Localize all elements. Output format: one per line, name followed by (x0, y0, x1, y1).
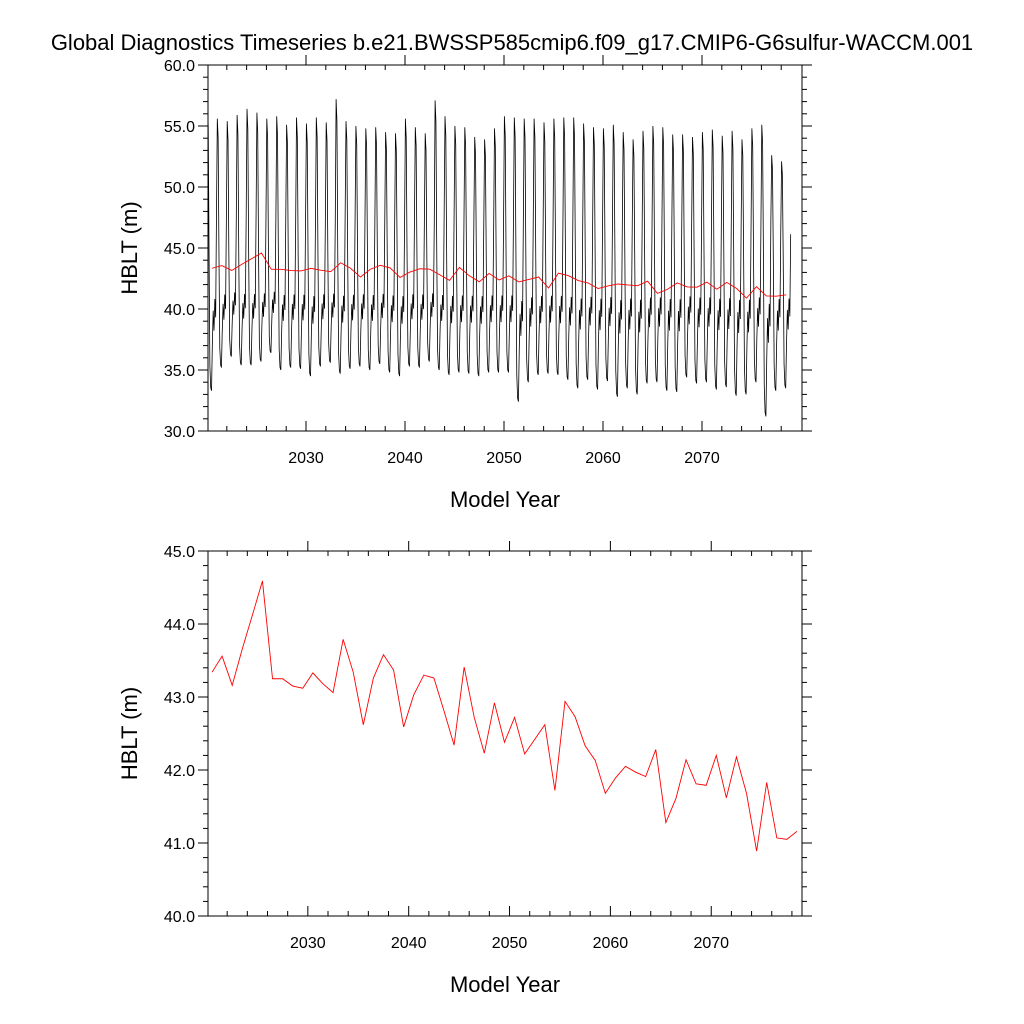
y-tick-label: 40.0 (164, 302, 195, 319)
chart-panel-top: 2030 2040 2050 2060 2070 30.0 35.0 40.0 45.0 50.0… (117, 55, 812, 512)
y-tick-label: 45.0 (164, 544, 195, 561)
y-tick-label: 41.0 (164, 836, 195, 853)
chart-panel-bottom: 2030 2040 2050 2060 2070 40.0 41.0 42.0 43.0 44.0… (117, 541, 812, 997)
y-tick-label: 35.0 (164, 363, 195, 380)
x-tick-label: 2060 (593, 935, 629, 952)
y-tick-label: 43.0 (164, 690, 195, 707)
y-tick-label: 50.0 (164, 180, 195, 197)
x-tick-label: 2040 (387, 450, 423, 467)
y-tick-label: 30.0 (164, 424, 195, 441)
chart-title: Global Diagnostics Timeseries b.e21.BWSS… (51, 30, 973, 55)
y-axis-label: HBLT (m) (117, 687, 142, 780)
x-tick-label: 2050 (486, 450, 522, 467)
x-tick-label: 2030 (288, 450, 324, 467)
x-axis-label: Model Year (450, 487, 560, 512)
y-tick-label: 44.0 (164, 617, 195, 634)
x-tick-label: 2050 (492, 935, 528, 952)
y-tick-label: 40.0 (164, 909, 195, 926)
plot-frame (207, 64, 803, 432)
y-axis-label: HBLT (m) (117, 201, 142, 294)
annual-mean-series-line-0 (211, 252, 787, 299)
x-tick-label: 2030 (290, 935, 326, 952)
x-tick-label: 2060 (585, 450, 621, 467)
x-tick-label: 2070 (693, 935, 729, 952)
annual-mean-series-line-1 (211, 580, 798, 852)
plot-frame (207, 550, 803, 917)
y-tick-label: 45.0 (164, 241, 195, 258)
monthly-series-line-0 (208, 99, 792, 417)
x-tick-label: 2070 (684, 450, 720, 467)
y-tick-label: 42.0 (164, 763, 195, 780)
y-tick-label: 55.0 (164, 119, 195, 136)
x-tick-label: 2040 (391, 935, 427, 952)
x-axis-label: Model Year (450, 972, 560, 997)
y-tick-label: 60.0 (164, 58, 195, 75)
